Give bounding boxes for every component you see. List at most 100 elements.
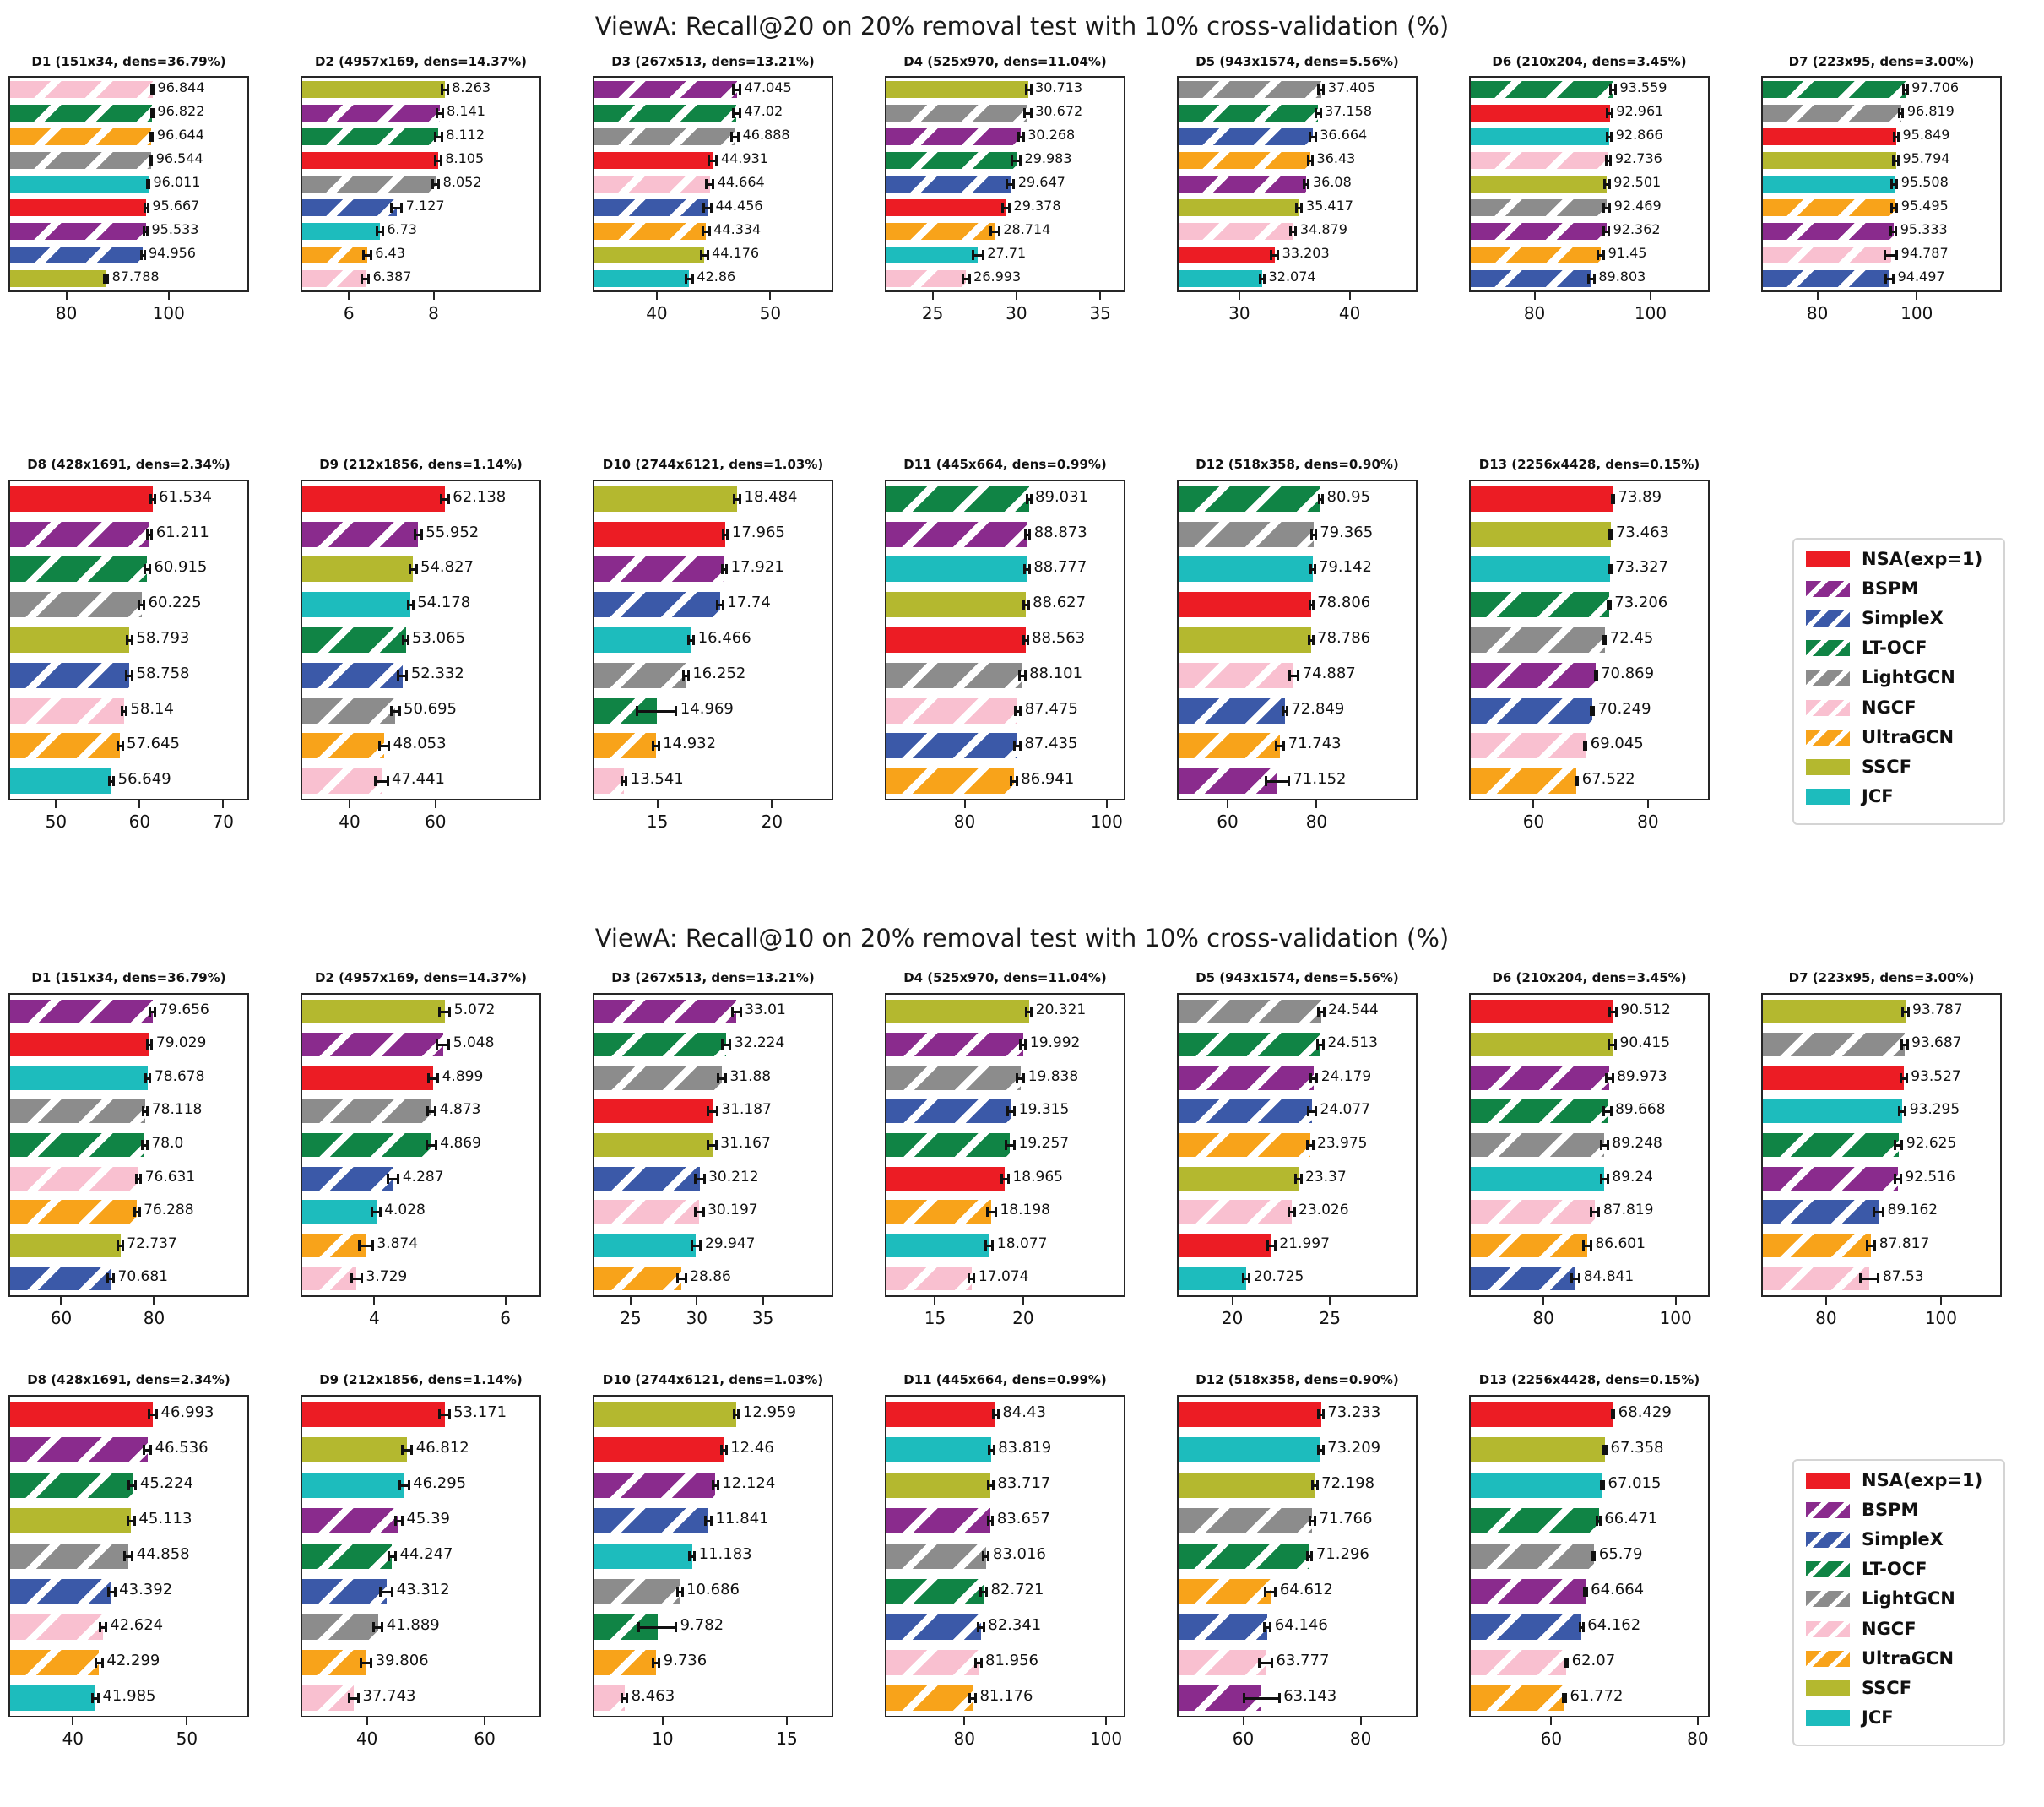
bar-value-label: 86.941: [1021, 770, 1075, 789]
error-bar: [95, 1661, 103, 1664]
bar-bspm: [594, 81, 737, 98]
bar-ltocf: [1763, 1133, 1899, 1157]
x-axis-tick: [769, 292, 772, 300]
error-cap: [1892, 132, 1895, 142]
bar-value-label: 44.176: [712, 245, 760, 262]
bar-value-label: 63.143: [1283, 1687, 1337, 1706]
legend-label: SimpleX: [1862, 1529, 1944, 1549]
bar-value-label: 9.782: [680, 1616, 724, 1635]
bar-bspm: [1471, 663, 1596, 688]
error-bar: [141, 253, 144, 257]
bar-lightgcn: [886, 663, 1022, 688]
bar-ultragcn: [594, 1650, 656, 1675]
bar-ltocf: [1471, 1508, 1599, 1533]
error-bar: [1603, 1110, 1612, 1113]
bar-bspm: [10, 522, 149, 547]
bar-value-label: 93.295: [1909, 1100, 1960, 1118]
error-cap: [721, 529, 724, 540]
error-bar: [1259, 1661, 1272, 1664]
bar-simplex: [1179, 698, 1285, 724]
error-cap: [997, 226, 1000, 236]
bar-value-label: 37.158: [1325, 103, 1373, 120]
error-cap: [973, 1273, 976, 1283]
error-cap: [377, 741, 381, 751]
error-cap: [973, 1658, 977, 1668]
error-bar: [1891, 206, 1897, 209]
error-cap: [1600, 1480, 1603, 1490]
error-bar: [1024, 111, 1032, 115]
bar-bspm: [594, 556, 724, 582]
legend-swatch-bspm: [1806, 581, 1850, 597]
plot-box: 89.031 88.873 88.777 88.627 88.563 88.101 87.4…: [885, 480, 1125, 800]
bar-value-label: 78.786: [1317, 629, 1371, 648]
bar-value-label: 68.429: [1618, 1403, 1672, 1422]
error-cap: [715, 1106, 718, 1116]
error-cap: [400, 1516, 404, 1526]
bar-value-label: 92.516: [1905, 1168, 1955, 1186]
x-axis-tick-label: 40: [646, 303, 668, 323]
error-bar: [706, 182, 713, 186]
x-axis-tick-label: 80: [953, 811, 976, 832]
error-cap: [1607, 564, 1610, 574]
bar-value-label: 27.71: [987, 245, 1027, 262]
x-axis-tick: [1646, 800, 1649, 808]
bar-value-label: 17.74: [727, 594, 771, 612]
bar-jcf: [10, 176, 149, 193]
error-bar: [138, 603, 144, 606]
error-bar: [1895, 1177, 1901, 1180]
bar-simplex: [302, 199, 397, 216]
error-cap: [1583, 741, 1586, 751]
plot-box: 68.429 67.358 67.015 66.471 65.79 64.664 64.16…: [1469, 1395, 1710, 1717]
error-bar: [734, 497, 740, 501]
legend-item-nsa: NSA(exp=1): [1806, 1470, 1995, 1491]
error-bar: [377, 230, 383, 233]
error-bar: [1901, 1043, 1907, 1046]
error-cap: [426, 1106, 429, 1116]
x-axis-tick: [1226, 800, 1228, 808]
bar-sscf: [886, 1000, 1029, 1023]
error-cap: [1305, 1551, 1309, 1561]
bar-value-label: 72.849: [1291, 700, 1345, 719]
bar-ltocf: [1471, 81, 1613, 98]
bar-simplex: [10, 1267, 111, 1290]
x-axis-tick-label: 100: [1924, 1308, 1957, 1328]
plot-box: 37.405 37.158 36.664 36.43 36.08 35.417 34.879…: [1177, 76, 1418, 292]
error-cap: [739, 494, 741, 504]
legend-item-jcf: JCF: [1806, 1707, 1995, 1728]
x-axis-tick: [762, 1297, 764, 1305]
x-axis-tick: [65, 292, 68, 300]
bar-value-label: 43.312: [396, 1581, 450, 1599]
legend-box: NSA(exp=1) BSPM SimpleX LT-OCF LightGCN NGCF U…: [1792, 1459, 2005, 1746]
bar-value-label: 79.029: [155, 1034, 207, 1051]
bar-jcf: [886, 556, 1027, 582]
x-axis-tick: [1242, 1717, 1244, 1725]
subplot-title: D11 (445x664, dens=0.99%): [903, 1372, 1107, 1387]
bar-sscf: [302, 1000, 445, 1023]
error-cap: [149, 1007, 152, 1017]
x-axis-tick-label: 30: [686, 1308, 708, 1328]
error-cap: [981, 1551, 984, 1561]
error-bar: [1011, 779, 1017, 783]
error-bar: [1873, 1210, 1884, 1213]
bar-value-label: 6.387: [372, 269, 412, 285]
legend-item-ngcf: NGCF: [1806, 697, 1995, 719]
bar-nsa: [1471, 105, 1610, 122]
plot-box: 90.512 90.415 89.973 89.668 89.248 89.24 87.81…: [1469, 993, 1710, 1297]
bar-nsa: [1471, 486, 1613, 512]
bar-jcf: [302, 592, 410, 617]
error-bar: [436, 111, 443, 115]
error-cap: [1608, 203, 1612, 213]
bar-value-label: 88.627: [1033, 594, 1087, 612]
error-cap: [1322, 1007, 1326, 1017]
bar-value-label: 73.233: [1327, 1403, 1381, 1422]
bar-value-label: 96.011: [153, 174, 201, 191]
error-cap: [1316, 1007, 1320, 1017]
error-bar: [391, 206, 402, 209]
bar-value-label: 61.534: [159, 488, 212, 507]
bar-sscf: [886, 592, 1026, 617]
error-bar: [701, 253, 708, 257]
error-cap: [116, 741, 119, 751]
bar-jcf: [594, 1544, 692, 1569]
bar-lightgcn: [594, 1066, 722, 1090]
error-bar: [718, 1077, 726, 1080]
